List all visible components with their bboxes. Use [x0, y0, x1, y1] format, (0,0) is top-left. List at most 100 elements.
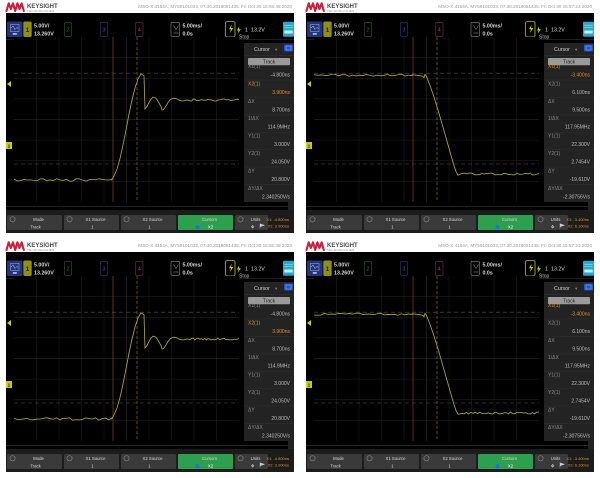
svg-text:ΔY/ΔX: ΔY/ΔX: [248, 425, 263, 431]
svg-text:2: 2: [367, 27, 370, 33]
svg-text:MSO-X 4154A, MY59101033, 07.30: MSO-X 4154A, MY59101033, 07.30.201905143…: [438, 243, 592, 248]
svg-text:Track: Track: [563, 59, 576, 65]
svg-text:4: 4: [438, 266, 441, 272]
svg-text:9.500ns: 9.500ns: [572, 346, 590, 352]
svg-text:1: 1: [326, 266, 330, 273]
svg-text:Track: Track: [30, 224, 41, 229]
svg-text:Cursors: Cursors: [202, 456, 217, 461]
svg-text:Cursor: Cursor: [554, 47, 570, 53]
svg-text:1/ΔX: 1/ΔX: [248, 116, 260, 122]
svg-text:ΔY: ΔY: [248, 407, 255, 413]
svg-text:Mode: Mode: [333, 456, 344, 461]
svg-text:Track: Track: [30, 463, 41, 468]
svg-text:1: 1: [26, 27, 30, 34]
svg-text:Units: Units: [251, 456, 261, 461]
svg-text:X1(1): X1(1): [248, 303, 261, 309]
svg-text:4: 4: [138, 27, 141, 33]
svg-text:X1 Source: X1 Source: [85, 456, 106, 461]
svg-text:Stop: Stop: [239, 35, 250, 41]
svg-text:Stop: Stop: [239, 274, 250, 280]
svg-text:X2: X2: [508, 463, 514, 468]
svg-text:Cursors: Cursors: [502, 217, 517, 222]
svg-text:Y1(1): Y1(1): [548, 134, 561, 140]
svg-text:24.050V: 24.050V: [271, 399, 290, 405]
svg-text:8.700ns: 8.700ns: [272, 107, 290, 113]
svg-text:X1(1): X1(1): [548, 303, 561, 309]
svg-text:1: 1: [545, 266, 548, 272]
svg-text:0.0s: 0.0s: [483, 32, 493, 38]
svg-text:3: 3: [403, 266, 406, 272]
svg-text:Track: Track: [263, 59, 276, 65]
svg-text:X1: -4.800ns: X1: -4.800ns: [266, 456, 289, 461]
svg-text:Y2(1): Y2(1): [248, 151, 261, 157]
svg-text:Track: Track: [563, 298, 576, 304]
svg-text:2.7454V: 2.7454V: [571, 160, 590, 166]
svg-text:13.260V: 13.260V: [34, 271, 54, 277]
svg-text:X1: -3.400ns: X1: -3.400ns: [566, 456, 589, 461]
svg-text:X2 Source: X2 Source: [442, 217, 463, 222]
svg-text:-19.610V: -19.610V: [570, 416, 591, 422]
svg-text:Stop: Stop: [539, 35, 550, 41]
svg-text:3.000V: 3.000V: [274, 142, 291, 148]
svg-text:13.2V: 13.2V: [251, 27, 265, 33]
svg-text:X2: X2: [208, 224, 214, 229]
svg-text:Cursor: Cursor: [254, 47, 270, 53]
svg-text:13.260V: 13.260V: [334, 271, 354, 277]
svg-text:-2.30756V/s: -2.30756V/s: [563, 194, 590, 200]
svg-text:X2(1): X2(1): [248, 81, 261, 87]
svg-text:-4.800ns: -4.800ns: [271, 73, 291, 79]
svg-text:4: 4: [438, 27, 441, 33]
svg-text:Cursors: Cursors: [202, 217, 217, 222]
svg-text:X1(1): X1(1): [248, 64, 261, 70]
svg-text:-3.400ns: -3.400ns: [571, 73, 591, 79]
svg-text:1/ΔX: 1/ΔX: [548, 355, 560, 361]
svg-text:117.95MHz: 117.95MHz: [565, 364, 591, 370]
svg-text:5.00ms/: 5.00ms/: [183, 24, 203, 30]
svg-text:1: 1: [26, 266, 30, 273]
svg-text:X2 Source: X2 Source: [442, 456, 463, 461]
svg-text:X2 Source: X2 Source: [142, 456, 163, 461]
svg-text:0.0s: 0.0s: [183, 32, 193, 38]
svg-text:-19.610V: -19.610V: [570, 177, 591, 183]
svg-text:0.0s: 0.0s: [483, 271, 493, 277]
svg-text:5.00ms/: 5.00ms/: [183, 263, 203, 269]
svg-text:X1 Source: X1 Source: [385, 456, 406, 461]
svg-text:1: 1: [545, 27, 548, 33]
svg-text:Cursor: Cursor: [554, 286, 570, 292]
svg-text:Y2(1): Y2(1): [248, 390, 261, 396]
svg-text:X1: -3.400ns: X1: -3.400ns: [566, 217, 589, 222]
svg-text:ΔX: ΔX: [248, 338, 255, 344]
svg-text:1/ΔX: 1/ΔX: [548, 116, 560, 122]
svg-text:1: 1: [245, 27, 248, 33]
svg-text:20.800V: 20.800V: [271, 177, 290, 183]
svg-text:22.300V: 22.300V: [571, 381, 590, 387]
svg-text:X2: X2: [208, 463, 214, 468]
svg-text:-3.400ns: -3.400ns: [571, 312, 591, 318]
svg-text:5.00V/: 5.00V/: [34, 24, 50, 30]
svg-text:Track: Track: [330, 224, 341, 229]
svg-text:5.00ms/: 5.00ms/: [483, 263, 503, 269]
svg-text:13.260V: 13.260V: [334, 32, 354, 38]
svg-text:3: 3: [403, 27, 406, 33]
svg-text:6.100ns: 6.100ns: [572, 329, 590, 335]
svg-text:114.9MHz: 114.9MHz: [268, 364, 291, 370]
svg-text:ΔY/ΔX: ΔY/ΔX: [248, 186, 263, 192]
svg-text:-2.30756V/s: -2.30756V/s: [563, 433, 590, 439]
svg-text:X2(1): X2(1): [248, 320, 261, 326]
svg-text:X2(1): X2(1): [548, 320, 561, 326]
svg-text:X1(1): X1(1): [548, 64, 561, 70]
svg-text:X2: 3.900ns: X2: 3.900ns: [268, 462, 289, 467]
svg-text:ΔX: ΔX: [548, 99, 555, 105]
svg-text:Track: Track: [330, 463, 341, 468]
svg-text:❖: ❖: [551, 224, 555, 229]
svg-text:X2 Source: X2 Source: [142, 217, 163, 222]
svg-text:20.800V: 20.800V: [271, 416, 290, 422]
svg-text:X1: -4.800ns: X1: -4.800ns: [266, 217, 289, 222]
svg-text:13.260V: 13.260V: [34, 32, 54, 38]
svg-text:117.95MHz: 117.95MHz: [565, 125, 591, 131]
svg-text:❖: ❖: [251, 463, 255, 468]
svg-text:2.7454V: 2.7454V: [571, 399, 590, 405]
svg-text:Stop: Stop: [539, 274, 550, 280]
svg-text:Y1(1): Y1(1): [548, 373, 561, 379]
svg-text:5.00ms/: 5.00ms/: [483, 24, 503, 30]
